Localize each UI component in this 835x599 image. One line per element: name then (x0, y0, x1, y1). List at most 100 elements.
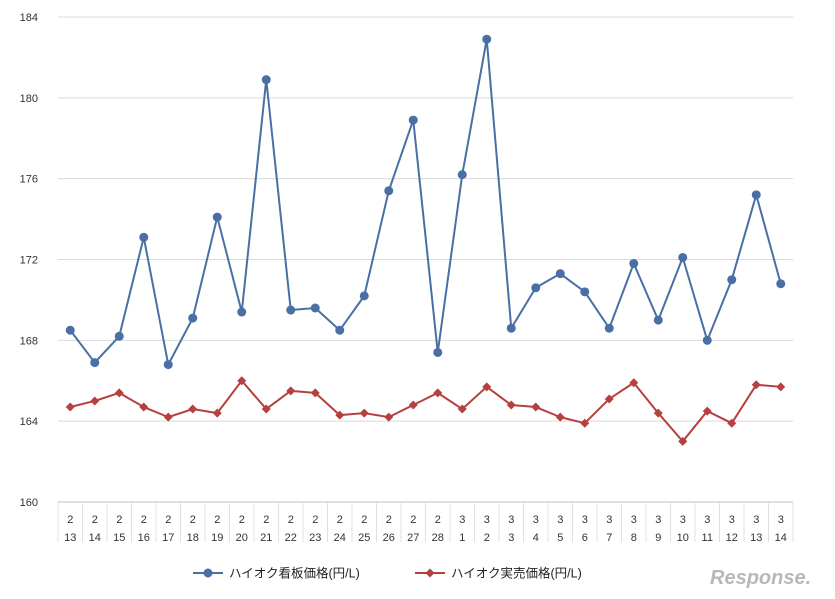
data-point (408, 400, 418, 410)
x-tick-day: 1 (459, 532, 465, 544)
legend-label: ハイオク実売価格(円/L) (451, 566, 582, 581)
data-point (506, 323, 516, 333)
x-tick-day: 10 (677, 532, 689, 544)
x-tick-day: 27 (407, 532, 419, 544)
x-tick-day: 8 (631, 532, 637, 544)
data-point (506, 400, 516, 410)
x-tick-month: 3 (533, 514, 539, 526)
x-tick-month: 2 (263, 514, 269, 526)
x-tick-day: 13 (64, 532, 76, 544)
x-tick-month: 3 (778, 514, 784, 526)
data-point (65, 325, 75, 335)
data-point (212, 212, 222, 222)
x-tick-month: 3 (606, 514, 612, 526)
legend-marker (425, 568, 435, 578)
data-point (580, 287, 590, 297)
data-point (90, 358, 100, 368)
x-tick-month: 2 (116, 514, 122, 526)
data-point (580, 418, 590, 428)
x-tick-month: 3 (557, 514, 563, 526)
data-point (335, 325, 345, 335)
data-point (702, 335, 712, 345)
x-tick-day: 5 (557, 532, 563, 544)
x-tick-month: 3 (582, 514, 588, 526)
series-line-1 (69, 38, 782, 366)
x-tick-month: 2 (312, 514, 318, 526)
legend-label: ハイオク看板価格(円/L) (229, 566, 360, 581)
data-point (776, 382, 786, 392)
data-point (139, 402, 149, 412)
x-tick-day: 11 (702, 532, 713, 544)
x-tick-day: 16 (138, 532, 150, 544)
x-tick-day: 20 (236, 532, 248, 544)
x-tick-month: 3 (729, 514, 735, 526)
x-tick-day: 6 (582, 532, 588, 544)
x-tick-day: 13 (750, 532, 762, 544)
data-point (555, 412, 565, 422)
x-axis: 2132142152162172182192202212222232242252… (57, 501, 794, 544)
data-point (237, 307, 247, 317)
data-point (114, 388, 124, 398)
data-point (702, 406, 712, 416)
data-point (261, 404, 271, 414)
data-point (727, 275, 737, 285)
data-point (653, 315, 663, 325)
x-tick-day: 21 (260, 532, 272, 544)
y-tick-label: 164 (20, 416, 38, 428)
x-tick-month: 3 (459, 514, 465, 526)
data-point (653, 408, 663, 418)
data-point (678, 436, 688, 446)
x-tick-day: 14 (775, 532, 787, 544)
data-point (482, 34, 492, 44)
x-tick-day: 14 (89, 532, 101, 544)
data-point (163, 412, 173, 422)
x-tick-month: 3 (753, 514, 759, 526)
data-point (555, 269, 565, 279)
data-point (114, 331, 124, 341)
data-point (678, 252, 688, 262)
data-point (482, 382, 492, 392)
data-point (457, 170, 467, 180)
x-tick-month: 2 (361, 514, 367, 526)
x-tick-month: 2 (67, 514, 73, 526)
x-tick-day: 19 (211, 532, 223, 544)
data-point (286, 386, 296, 396)
x-tick-day: 22 (285, 532, 297, 544)
watermark-logo: Response. (710, 567, 811, 589)
data-point (604, 323, 614, 333)
data-point (359, 408, 369, 418)
x-tick-month: 3 (508, 514, 514, 526)
x-tick-month: 3 (680, 514, 686, 526)
x-tick-day: 3 (508, 532, 514, 544)
x-tick-day: 28 (432, 532, 444, 544)
x-tick-month: 3 (704, 514, 710, 526)
data-point (237, 376, 247, 386)
data-point (776, 279, 786, 289)
x-tick-month: 3 (655, 514, 661, 526)
data-point (604, 394, 614, 404)
x-tick-day: 7 (606, 532, 612, 544)
data-point (359, 291, 369, 301)
data-point (751, 190, 761, 200)
data-point (751, 380, 761, 390)
data-point (310, 388, 320, 398)
x-tick-day: 9 (655, 532, 661, 544)
x-tick-month: 2 (214, 514, 220, 526)
data-point (384, 412, 394, 422)
x-tick-day: 23 (309, 532, 321, 544)
y-tick-label: 184 (20, 12, 38, 24)
data-point (629, 259, 639, 269)
x-tick-month: 2 (165, 514, 171, 526)
data-point (531, 283, 541, 293)
y-axis: 160 164 168 172 176 180 184 (20, 12, 38, 509)
y-tick-label: 180 (20, 93, 38, 105)
data-point (335, 410, 345, 420)
x-tick-month: 2 (190, 514, 196, 526)
data-point (188, 404, 198, 414)
x-tick-day: 17 (162, 532, 174, 544)
data-point (408, 115, 418, 125)
data-point (90, 396, 100, 406)
data-point (433, 347, 443, 357)
data-point (212, 408, 222, 418)
